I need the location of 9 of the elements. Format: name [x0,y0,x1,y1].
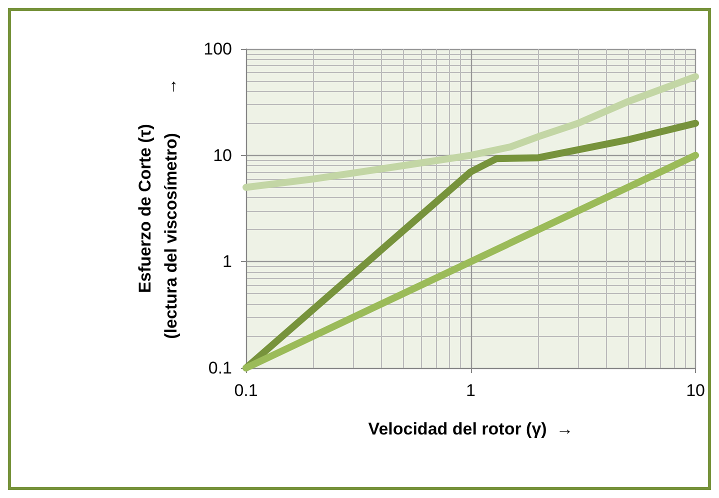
x-tick-label: 0.1 [234,381,258,400]
y-tick-label: 100 [204,40,232,58]
y-tick-label: 10 [213,146,232,165]
y-tick-label: 1 [222,252,232,272]
x-axis-title: Velocidad del rotor (γ) → [368,420,574,438]
y-axis-title: Esfuerzo de Corte (τ) (lectura del viscosímetro) → [136,78,180,339]
x-tick-label: 10 [686,381,706,400]
y-tick-label: 0.1 [208,358,232,378]
x-tick-label: 1 [466,381,476,400]
